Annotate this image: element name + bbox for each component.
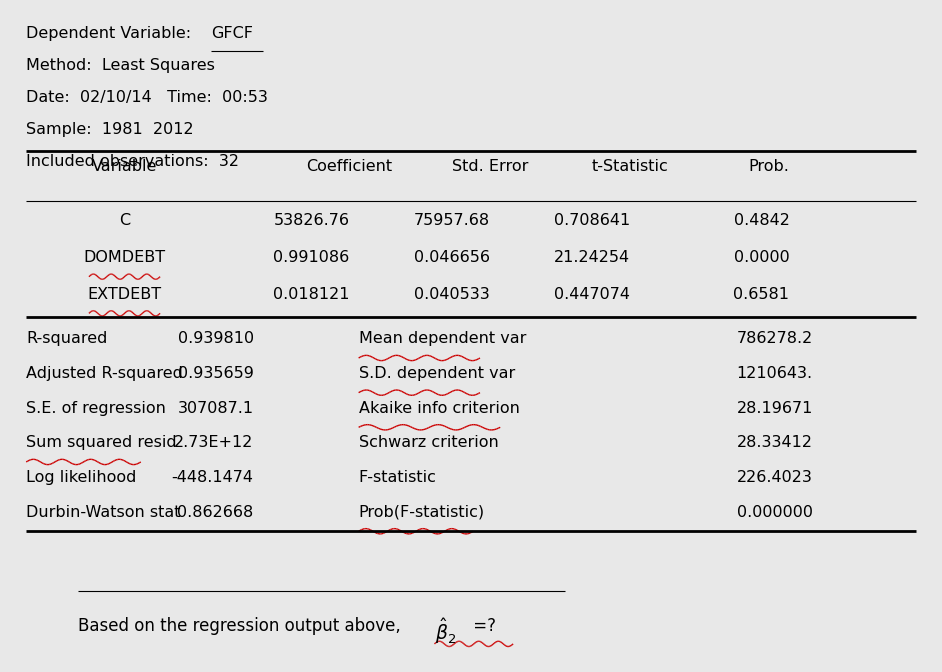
Text: 0.935659: 0.935659 <box>178 366 253 381</box>
Text: 75957.68: 75957.68 <box>414 214 490 228</box>
Text: 28.33412: 28.33412 <box>737 435 813 450</box>
Text: 0.6581: 0.6581 <box>734 287 789 302</box>
Text: 0.447074: 0.447074 <box>554 287 630 302</box>
Text: 0.018121: 0.018121 <box>273 287 349 302</box>
Text: =?: =? <box>468 618 496 635</box>
Text: F-statistic: F-statistic <box>359 470 436 485</box>
Text: S.D. dependent var: S.D. dependent var <box>359 366 515 381</box>
Text: 28.19671: 28.19671 <box>737 401 813 416</box>
Text: C: C <box>119 214 130 228</box>
Text: -448.1474: -448.1474 <box>171 470 253 485</box>
Text: Included observations:  32: Included observations: 32 <box>26 154 239 169</box>
Text: Std. Error: Std. Error <box>451 159 528 175</box>
Text: Adjusted R-squared: Adjusted R-squared <box>26 366 183 381</box>
Text: EXTDEBT: EXTDEBT <box>88 287 162 302</box>
Text: Date:  02/10/14   Time:  00:53: Date: 02/10/14 Time: 00:53 <box>26 90 268 105</box>
Text: S.E. of regression: S.E. of regression <box>26 401 166 416</box>
Text: 0.000000: 0.000000 <box>737 505 813 519</box>
Text: $\hat{\beta}_2$: $\hat{\beta}_2$ <box>435 616 457 646</box>
Text: Prob.: Prob. <box>749 159 789 175</box>
Text: 21.24254: 21.24254 <box>554 250 630 265</box>
Text: Method:  Least Squares: Method: Least Squares <box>26 58 215 73</box>
Text: Durbin-Watson stat: Durbin-Watson stat <box>26 505 181 519</box>
Text: Akaike info criterion: Akaike info criterion <box>359 401 519 416</box>
Text: 0.040533: 0.040533 <box>414 287 490 302</box>
Text: Schwarz criterion: Schwarz criterion <box>359 435 498 450</box>
Text: 53826.76: 53826.76 <box>273 214 349 228</box>
Text: 786278.2: 786278.2 <box>737 331 813 346</box>
Text: Sum squared resid: Sum squared resid <box>26 435 177 450</box>
Text: 0.046656: 0.046656 <box>414 250 490 265</box>
Text: 0.0000: 0.0000 <box>734 250 789 265</box>
Text: Based on the regression output above,: Based on the regression output above, <box>77 618 406 635</box>
Text: Variable: Variable <box>91 159 157 175</box>
Text: GFCF: GFCF <box>211 26 252 41</box>
Text: t-Statistic: t-Statistic <box>592 159 669 175</box>
Text: 0.939810: 0.939810 <box>178 331 253 346</box>
Text: 0.708641: 0.708641 <box>554 214 630 228</box>
Text: Prob(F-statistic): Prob(F-statistic) <box>359 505 485 519</box>
Text: DOMDEBT: DOMDEBT <box>84 250 166 265</box>
Text: 0.991086: 0.991086 <box>273 250 349 265</box>
Text: 0.862668: 0.862668 <box>177 505 253 519</box>
Text: 307087.1: 307087.1 <box>178 401 253 416</box>
Text: Dependent Variable:: Dependent Variable: <box>26 26 202 41</box>
Text: 1210643.: 1210643. <box>737 366 813 381</box>
Text: Coefficient: Coefficient <box>306 159 392 175</box>
Text: Mean dependent var: Mean dependent var <box>359 331 526 346</box>
Text: 0.4842: 0.4842 <box>734 214 789 228</box>
Text: R-squared: R-squared <box>26 331 107 346</box>
Text: Log likelihood: Log likelihood <box>26 470 137 485</box>
Text: 2.73E+12: 2.73E+12 <box>174 435 253 450</box>
Text: 226.4023: 226.4023 <box>737 470 813 485</box>
Text: Sample:  1981  2012: Sample: 1981 2012 <box>26 122 194 137</box>
